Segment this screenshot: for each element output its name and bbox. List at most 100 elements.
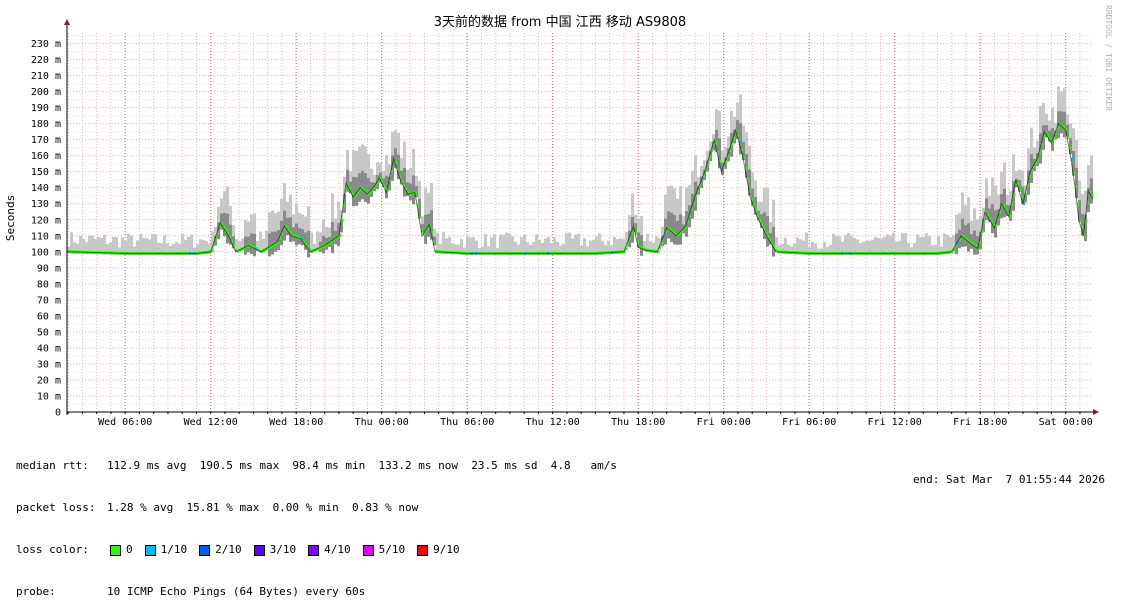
smoke-band: [688, 184, 691, 221]
smoke-band: [355, 150, 358, 197]
smoke-band: [601, 240, 604, 255]
smoke-band: [691, 170, 694, 211]
smoke-band: [1054, 122, 1057, 138]
smoke-band: [556, 241, 559, 256]
median-sample: [381, 180, 383, 184]
smoke-band: [481, 246, 484, 256]
x-tick-label: Sat 00:00: [1039, 417, 1093, 428]
median-sample: [989, 217, 991, 221]
smoke-band: [223, 191, 226, 229]
probe-value: 10 ICMP Echo Pings (64 Bytes) every 60s: [107, 585, 366, 598]
smoke-core: [1066, 124, 1069, 137]
loss-swatch: [308, 544, 320, 556]
median-sample: [269, 245, 271, 249]
chart-title: 3天前的数据 from 中国 江西 移动 AS9808: [434, 14, 686, 30]
smoke-band: [436, 232, 439, 254]
smoke-band: [469, 237, 472, 256]
smoke-band: [73, 242, 76, 254]
median-sample: [973, 243, 975, 247]
x-tick-label: Wed 18:00: [269, 417, 323, 428]
smoke-core: [754, 196, 757, 215]
smoke-band: [748, 145, 751, 188]
smoke-band: [286, 201, 289, 231]
smoke-band: [823, 241, 826, 256]
smoke-core: [418, 199, 421, 219]
median-sample: [673, 231, 675, 235]
smoke-band: [1048, 120, 1051, 140]
median-sample: [963, 235, 965, 239]
smoke-band: [151, 233, 154, 256]
median-sample: [387, 188, 389, 192]
median-sample: [211, 249, 213, 253]
median-sample: [657, 250, 659, 254]
smoke-band: [904, 232, 907, 256]
smoke-core: [355, 177, 358, 206]
smoke-band: [112, 236, 115, 255]
smoke-band: [262, 238, 265, 253]
smoke-core: [991, 204, 994, 234]
median-sample: [631, 231, 633, 235]
smoke-core: [733, 129, 736, 144]
smoke-band: [1009, 191, 1012, 217]
smoke-band: [154, 234, 157, 256]
y-tick-label: 10 m: [37, 391, 61, 402]
smoke-band: [334, 218, 337, 241]
smoke-core: [1012, 181, 1015, 211]
smoke-band: [664, 194, 667, 237]
smoke-band: [349, 171, 352, 191]
median-sample: [1065, 127, 1067, 131]
median-sample: [699, 184, 701, 188]
median-sample: [435, 249, 437, 253]
median-sample: [1029, 174, 1031, 178]
smoke-band: [787, 244, 790, 254]
smoke-core: [250, 233, 253, 254]
loss-swatch: [144, 544, 156, 556]
smoke-band: [181, 233, 184, 256]
median-sample: [1027, 183, 1029, 187]
median-sample: [959, 237, 961, 241]
smoke-core: [1090, 178, 1093, 204]
median-sample: [235, 248, 237, 252]
median-sample: [331, 239, 333, 243]
smoke-band: [1000, 172, 1003, 211]
median-sample: [1061, 124, 1063, 128]
smoke-band: [625, 232, 628, 251]
loss-swatch: [199, 544, 211, 556]
smoke-core: [739, 123, 742, 155]
median-sample: [1003, 204, 1005, 208]
median-sample: [261, 250, 263, 254]
median-sample: [983, 220, 985, 224]
rrdtool-watermark: RRDTOOL / TOBI OETIKER: [1104, 5, 1113, 111]
smoke-band: [82, 238, 85, 254]
smoke-band: [607, 240, 610, 255]
smoke-band: [631, 193, 634, 235]
median-sample: [997, 217, 999, 221]
smoke-band: [406, 169, 409, 193]
smoke-band: [613, 237, 616, 255]
median-sample: [1055, 131, 1057, 135]
smoke-band: [244, 219, 247, 250]
smoke-band: [202, 239, 205, 255]
smoke-core: [307, 230, 310, 258]
smoke-band: [640, 215, 643, 250]
smoke-core: [670, 212, 673, 242]
smoke-band: [565, 232, 568, 256]
smoke-band: [829, 244, 832, 256]
smoke-band: [439, 244, 442, 254]
y-tick-label: 50 m: [37, 327, 61, 338]
median-sample: [431, 231, 433, 235]
smoke-band: [988, 195, 991, 219]
smoke-core: [637, 232, 640, 248]
smoke-band: [493, 234, 496, 256]
median-sample: [271, 244, 273, 248]
x-tick-label: Wed 12:00: [184, 417, 238, 428]
median-sample: [681, 229, 683, 233]
smoke-core: [751, 188, 754, 206]
smoke-band: [652, 242, 655, 253]
smoke-band: [91, 235, 94, 255]
smoke-band: [1051, 107, 1054, 144]
smoke-band: [808, 247, 811, 255]
smoke-band: [322, 219, 325, 249]
median-sample: [417, 203, 419, 207]
median-sample: [233, 244, 235, 248]
